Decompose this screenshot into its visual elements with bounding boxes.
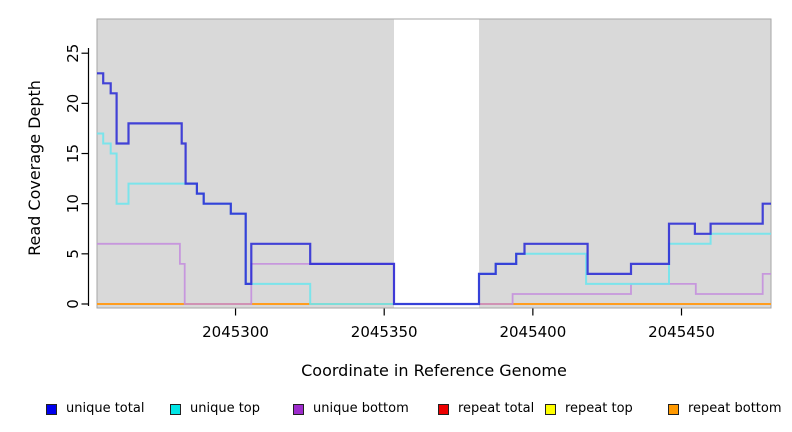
legend-item-unique-bottom: unique bottom <box>293 399 409 419</box>
legend-item-repeat-total: repeat total <box>438 399 534 419</box>
legend-swatch-icon <box>46 403 57 415</box>
legend-label: repeat bottom <box>688 401 782 416</box>
legend-label: unique top <box>190 401 261 416</box>
y-tick-label: 10 <box>64 194 82 213</box>
legend-swatch-icon <box>438 403 449 415</box>
legend-label: repeat total <box>458 401 535 416</box>
y-tick-label: 5 <box>64 249 82 259</box>
legend-label: unique bottom <box>313 401 409 416</box>
x-tick-label: 2045350 <box>351 323 418 341</box>
gap-band <box>394 19 480 308</box>
x-tick-label: 2045300 <box>202 323 269 341</box>
y-tick-label: 15 <box>64 144 82 163</box>
legend-item-repeat-bottom: repeat bottom <box>668 399 782 419</box>
legend: unique total unique top unique bottom repea… <box>0 399 792 423</box>
y-tick-label: 20 <box>64 94 82 113</box>
legend-item-unique-top: unique top <box>170 399 260 419</box>
legend-item-unique-total: unique total <box>46 399 144 419</box>
legend-swatch-icon <box>293 403 304 415</box>
legend-swatch-icon <box>668 403 679 415</box>
legend-swatch-icon <box>545 403 556 415</box>
legend-label: unique total <box>66 401 145 416</box>
x-tick-label: 2045400 <box>499 323 566 341</box>
legend-label: repeat top <box>565 401 633 416</box>
series-line-unique-total <box>97 72 771 306</box>
y-tick-label: 0 <box>64 299 82 309</box>
legend-item-repeat-top: repeat top <box>545 399 633 419</box>
y-tick-label: 25 <box>64 44 82 63</box>
y-axis-title: Read Coverage Depth <box>25 80 44 256</box>
x-tick-label: 2045450 <box>648 323 715 341</box>
legend-swatch-icon <box>170 403 181 415</box>
x-axis-title: Coordinate in Reference Genome <box>301 361 567 380</box>
